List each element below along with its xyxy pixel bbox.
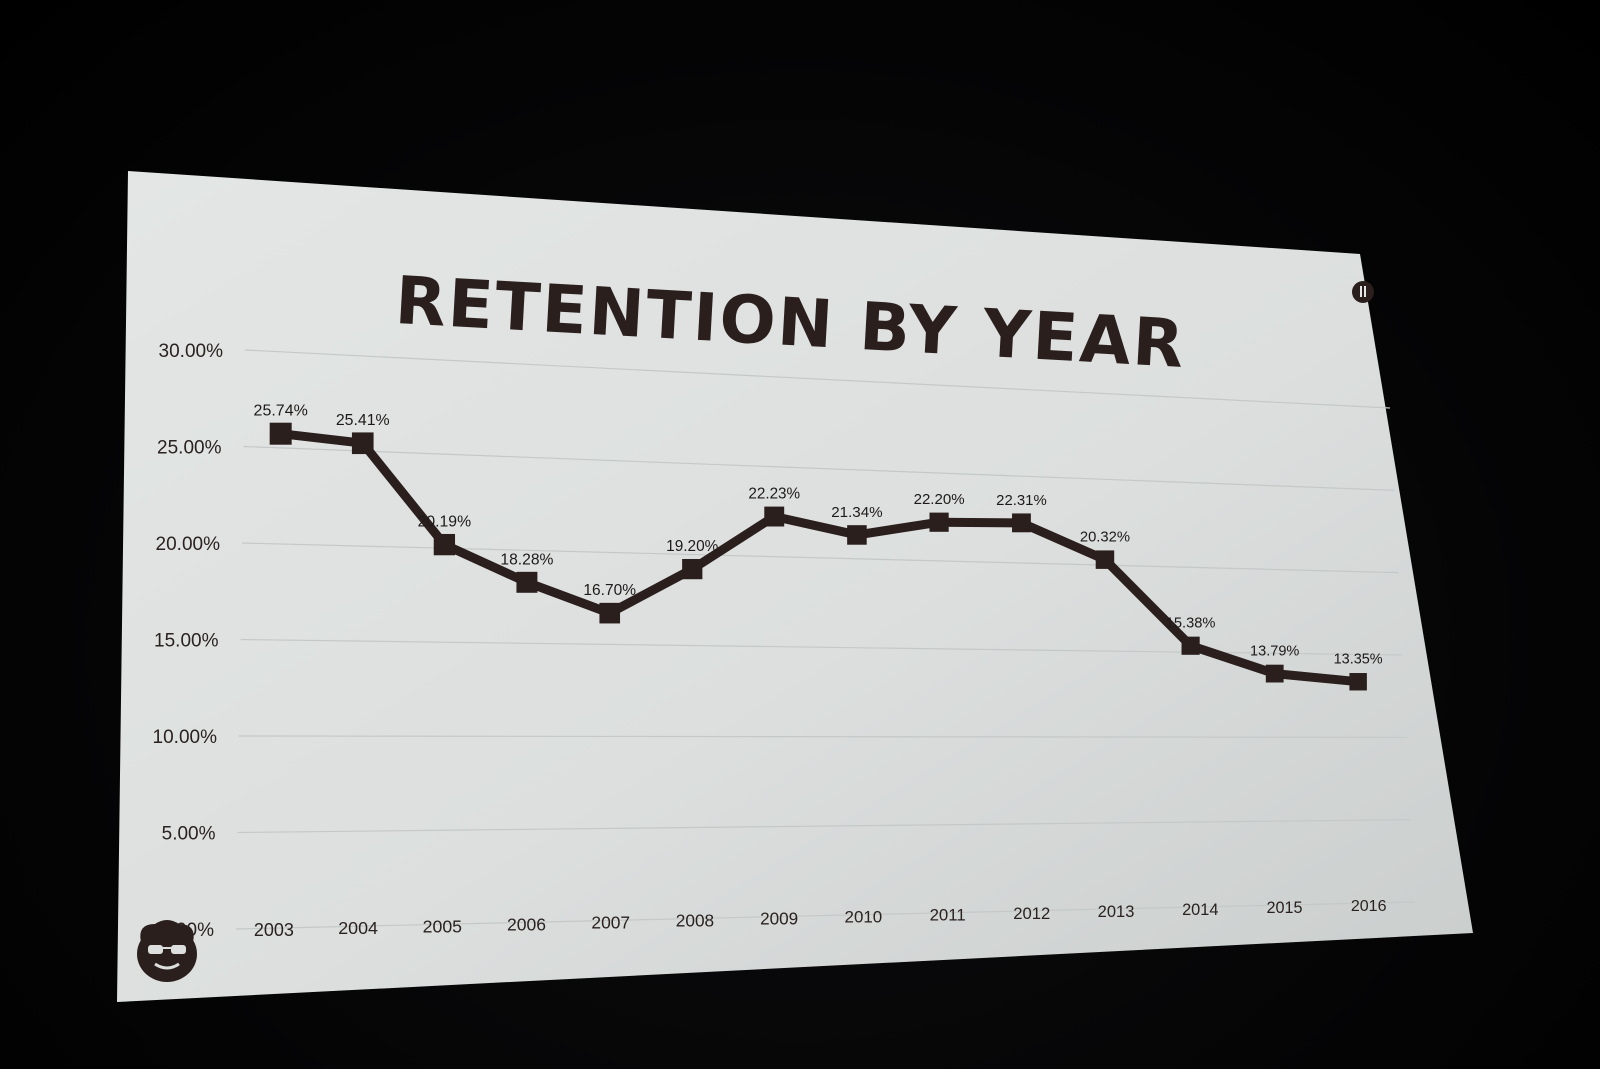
x-tick-label: 2006 <box>507 914 546 934</box>
data-label: 15.38% <box>1166 616 1216 632</box>
data-label: 18.28% <box>500 551 553 568</box>
gridline <box>235 901 1416 930</box>
data-point-marker <box>599 602 621 624</box>
data-labels: 25.74% 25.41% 20.19% 18.28% 16.70% 19.20% 22.2… <box>254 403 1383 668</box>
x-tick-label: 2015 <box>1266 899 1302 917</box>
x-tick-label: 2004 <box>338 918 378 938</box>
slide-background <box>117 171 1473 1002</box>
y-tick-label: 10.00% <box>153 727 218 748</box>
x-tick-label: 2010 <box>845 908 883 927</box>
y-tick-label: 25.00% <box>157 438 222 459</box>
y-tick-label: 30.00% <box>159 341 224 362</box>
x-tick-label: 2005 <box>423 916 463 936</box>
data-label: 25.74% <box>254 403 308 420</box>
data-point-marker <box>1349 673 1367 691</box>
gridline <box>244 349 1391 409</box>
data-point-marker <box>269 422 292 445</box>
gridline <box>237 819 1411 834</box>
data-point-marker <box>847 525 867 545</box>
gridline <box>243 445 1395 491</box>
data-label: 22.23% <box>748 486 800 503</box>
data-label: 25.41% <box>336 412 390 429</box>
x-tick-label: 2008 <box>676 910 714 930</box>
x-axis-ticks: 2003 2004 2005 2006 2007 2008 2009 2010 2011 2012… <box>254 897 1387 940</box>
x-tick-label: 2016 <box>1351 897 1387 915</box>
data-point-marker <box>433 533 456 556</box>
y-tick-label: 20.00% <box>156 534 221 555</box>
data-label: 13.79% <box>1250 644 1299 660</box>
series-line-path <box>276 429 1363 687</box>
data-point-marker <box>682 558 703 580</box>
data-point-marker <box>929 512 949 532</box>
data-label: 16.70% <box>583 582 636 599</box>
bearded-face-logo <box>137 920 197 982</box>
x-tick-label: 2003 <box>254 920 294 940</box>
data-label: 22.20% <box>914 491 965 508</box>
data-point-marker <box>516 571 538 593</box>
data-point-marker <box>1181 636 1200 655</box>
x-tick-label: 2009 <box>760 910 798 929</box>
data-label: 21.34% <box>831 504 882 521</box>
data-label: 22.31% <box>996 492 1047 509</box>
data-point-marker <box>1012 513 1031 533</box>
x-tick-label: 2014 <box>1182 901 1218 919</box>
data-label: 20.19% <box>418 514 471 531</box>
round-badge-icon <box>1352 281 1374 303</box>
x-tick-label: 2011 <box>930 906 966 925</box>
data-point-marker <box>351 432 374 455</box>
y-tick-label: 15.00% <box>154 631 219 652</box>
data-point-marker <box>1265 664 1284 683</box>
data-point-marker <box>1095 550 1115 569</box>
series-markers <box>269 422 1367 691</box>
x-tick-label: 2007 <box>591 912 630 932</box>
series-line <box>276 429 1363 687</box>
gridline <box>238 735 1407 738</box>
data-point-marker <box>764 506 785 527</box>
y-tick-label: 5.00% <box>162 824 216 845</box>
data-label: 20.32% <box>1080 530 1130 546</box>
x-tick-label: 2013 <box>1098 903 1135 921</box>
data-label: 13.35% <box>1334 652 1383 668</box>
data-label: 19.20% <box>666 538 719 555</box>
x-tick-label: 2012 <box>1013 904 1050 923</box>
